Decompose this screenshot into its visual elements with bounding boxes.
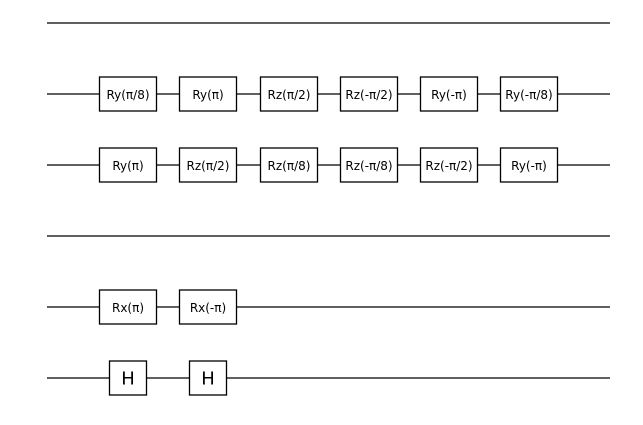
gate: Rz(π/8): [259, 147, 319, 183]
gate: H: [108, 360, 148, 396]
gate: Rz(π/2): [259, 76, 319, 112]
gate: Rz(-π/2): [419, 147, 479, 183]
gate-label: Ry(-π/8): [505, 88, 552, 102]
gate-box: [188, 360, 228, 396]
gate: H: [188, 360, 228, 396]
gate-label: Ry(π/8): [106, 88, 149, 102]
gate: Rz(-π/8): [339, 147, 399, 183]
gate-label: Ry(π): [112, 159, 143, 173]
gate-box: [98, 76, 158, 112]
gate-box: [339, 147, 399, 183]
gate-box: [499, 147, 559, 183]
gate-label: Rz(-π/2): [345, 88, 392, 102]
gate-label: Ry(-π): [511, 159, 547, 173]
gate-label: Rz(-π/2): [425, 159, 472, 173]
gate: Ry(π): [178, 76, 238, 112]
gate-box: [499, 76, 559, 112]
gate-box: [419, 76, 479, 112]
gate-box: [419, 147, 479, 183]
gate-label: Rx(-π): [190, 301, 226, 315]
gate: Rx(-π): [178, 289, 238, 325]
gate-label: Rz(π/2): [187, 159, 230, 173]
gate-label: Ry(π): [192, 88, 223, 102]
gate: Rx(π): [98, 289, 158, 325]
gate-box: [98, 147, 158, 183]
wires-layer: [47, 22, 610, 379]
gates-layer: Ry(π/8) Ry(π) Rz(π/2) Rz(-π/2) Ry(-π) Ry(-π/8…: [98, 76, 559, 396]
gate-label: Rz(π/2): [268, 88, 311, 102]
gate: Ry(-π): [419, 76, 479, 112]
gate-box: [108, 360, 148, 396]
gate: Ry(π/8): [98, 76, 158, 112]
gate-label: H: [201, 369, 215, 390]
gate: Rz(π/2): [178, 147, 238, 183]
gate: Ry(π): [98, 147, 158, 183]
gate-label: H: [121, 369, 135, 390]
gate-box: [259, 147, 319, 183]
gate-box: [98, 289, 158, 325]
gate: Ry(-π): [499, 147, 559, 183]
gate: Rz(-π/2): [339, 76, 399, 112]
gate-box: [178, 289, 238, 325]
gate-box: [339, 76, 399, 112]
gate-label: Rx(π): [112, 301, 144, 315]
gate-label: Ry(-π): [431, 88, 467, 102]
gate-box: [178, 147, 238, 183]
gate-box: [259, 76, 319, 112]
gate-label: Rz(π/8): [268, 159, 311, 173]
gate: Ry(-π/8): [499, 76, 559, 112]
gate-box: [178, 76, 238, 112]
gate-label: Rz(-π/8): [345, 159, 392, 173]
